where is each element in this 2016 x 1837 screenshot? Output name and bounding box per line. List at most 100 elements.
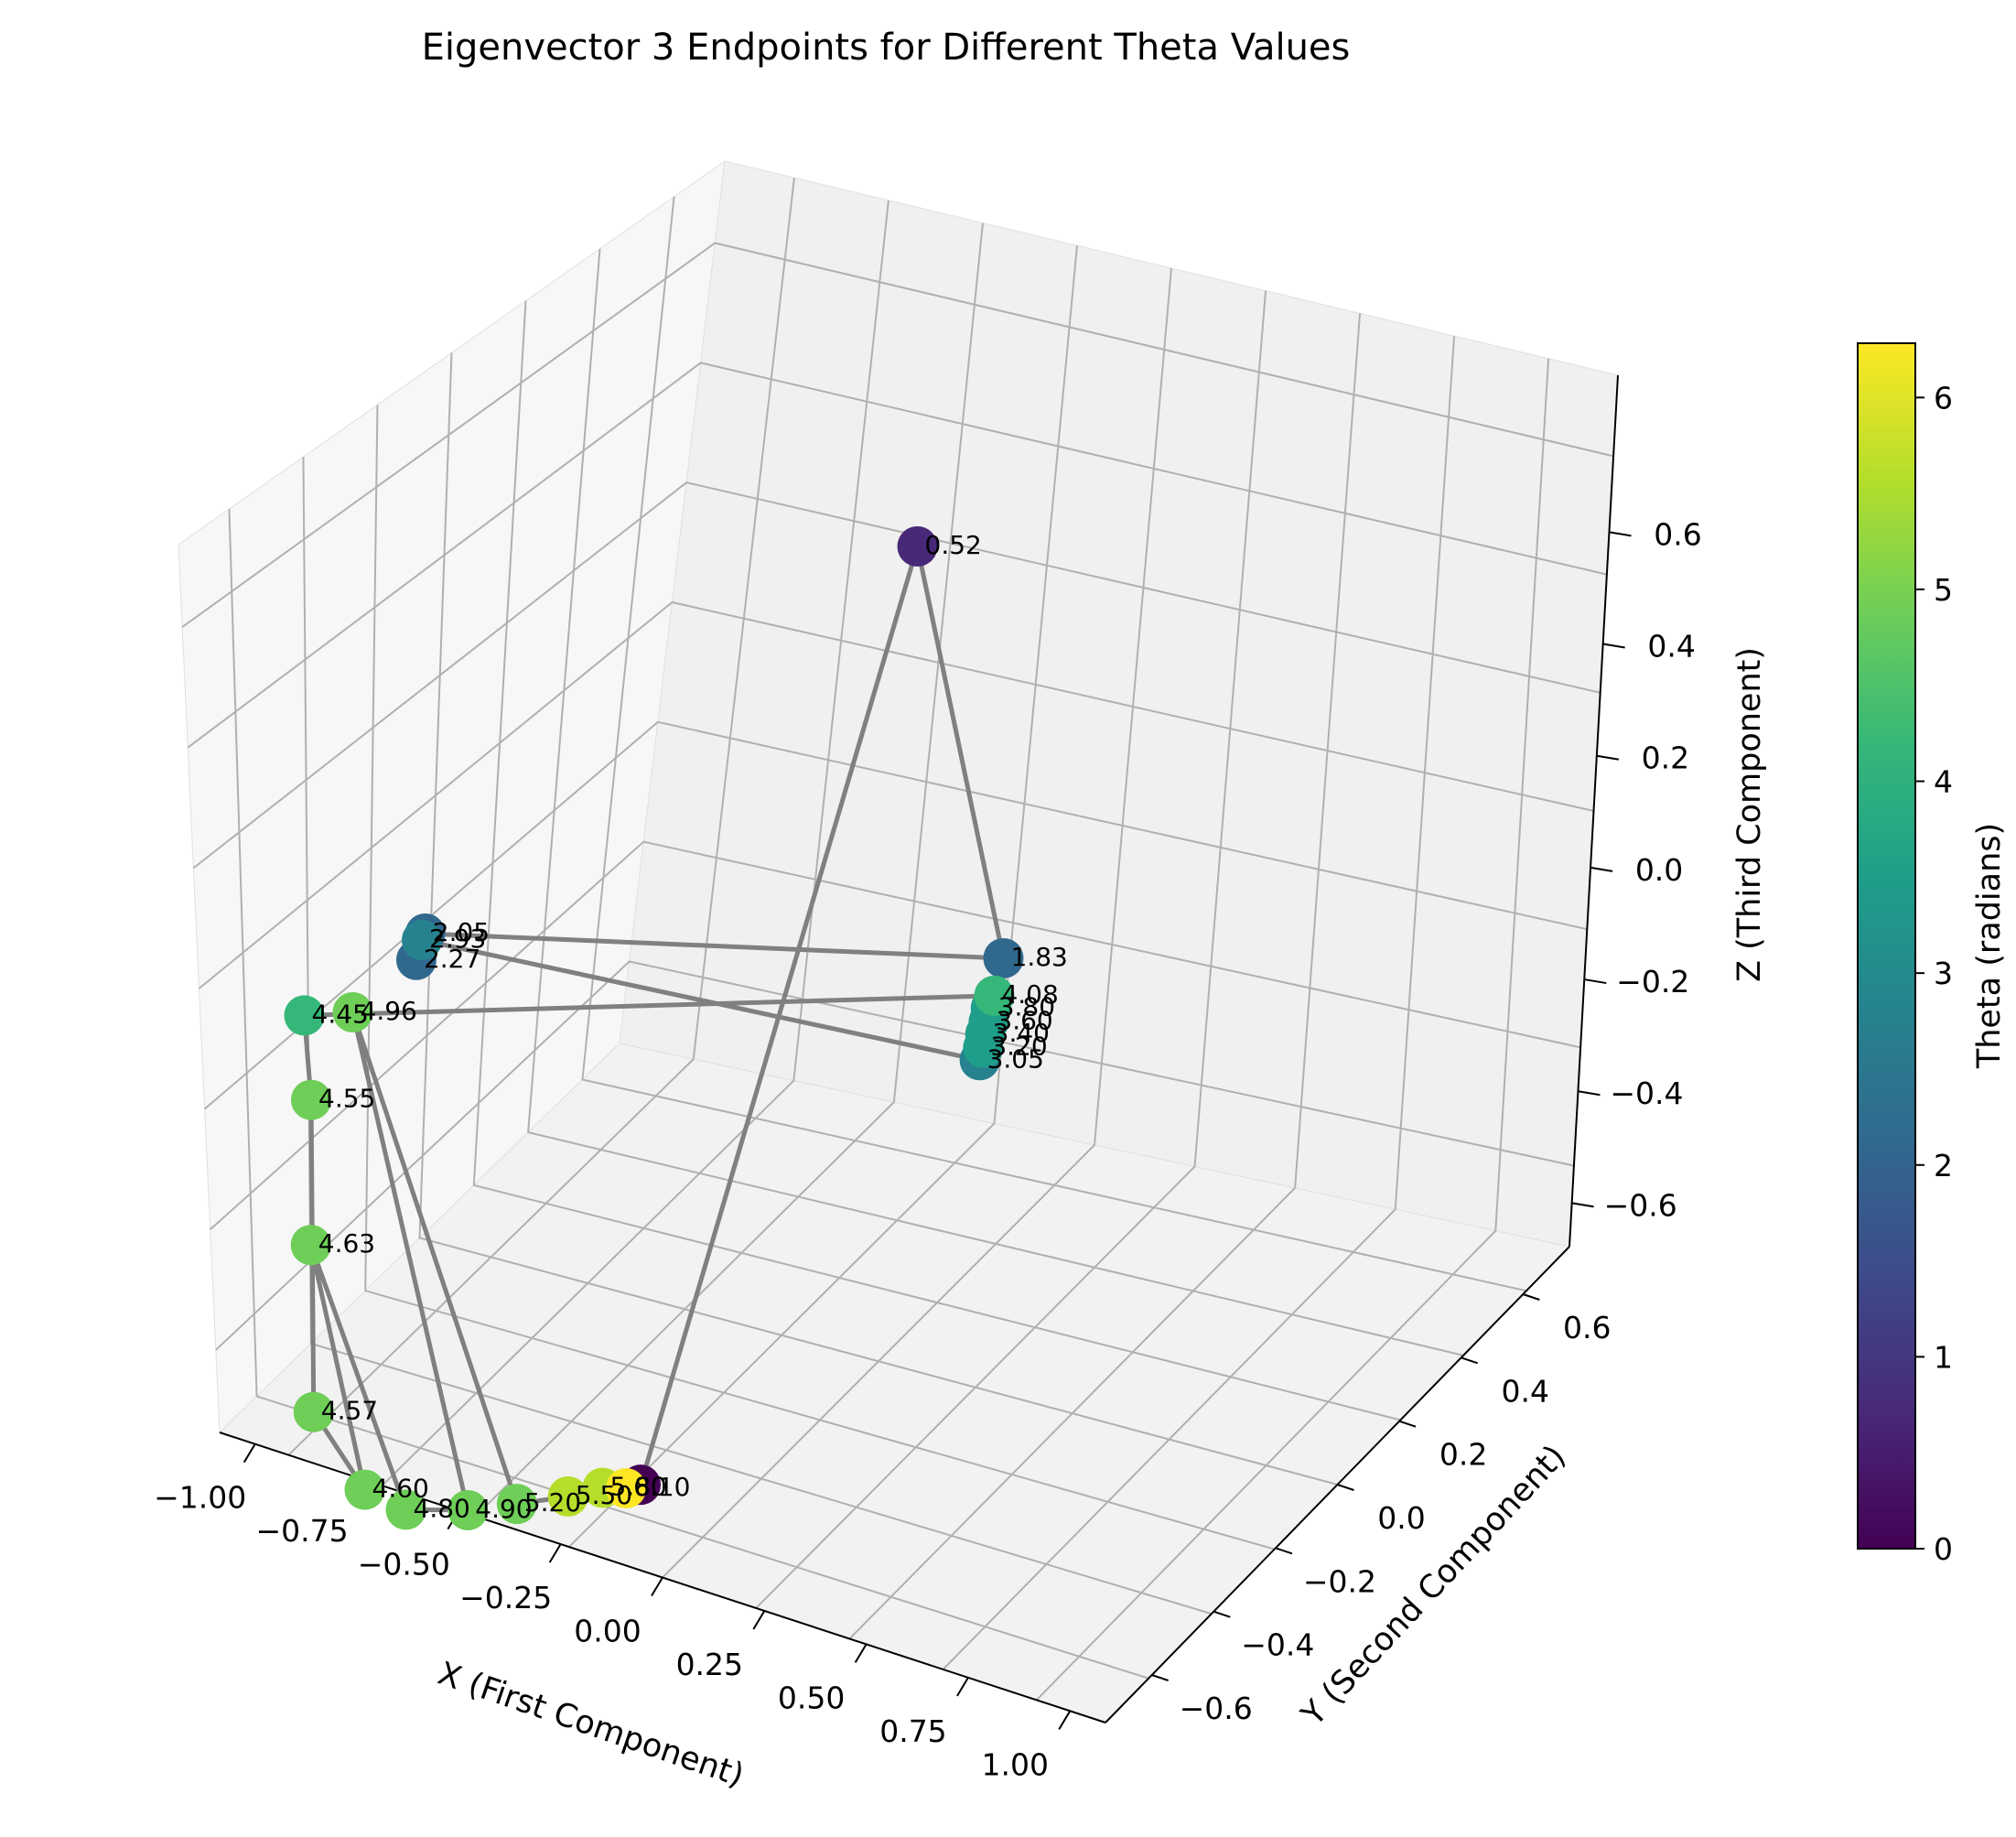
y-tick — [1213, 1610, 1231, 1618]
point-label: 5.20 — [524, 1487, 581, 1518]
colorbar-gradient — [1857, 342, 1916, 1550]
colorbar-ticks: 0 1 2 3 4 5 6 — [1915, 380, 1953, 1567]
data-point — [496, 1484, 537, 1525]
point-label: 3.80 — [998, 992, 1055, 1022]
x-tick-label: −0.75 — [255, 1513, 348, 1549]
point-label: 3.40 — [993, 1018, 1050, 1048]
z-gridline — [210, 840, 1581, 1231]
point-label: 4.80 — [414, 1493, 470, 1523]
point-labels: 0.52 1.83 2.052.272.93 3.053.203.403.603.80… — [312, 530, 1068, 1524]
y-gridline — [364, 405, 1275, 1551]
point-label: 0.52 — [925, 530, 982, 560]
x-tick-label: 1.00 — [982, 1746, 1049, 1782]
x-gridline — [662, 267, 1172, 1579]
x-gridline — [1035, 358, 1550, 1702]
data-point — [974, 975, 1015, 1016]
x-tick-label: 0.25 — [676, 1647, 743, 1682]
point-label: 4.57 — [321, 1396, 378, 1426]
point-label: 2.27 — [424, 944, 480, 974]
y-tick — [1461, 1356, 1479, 1365]
colorbar-tick-label: 3 — [1934, 956, 1953, 991]
y-gridline — [418, 352, 1338, 1486]
y-tick-label: −0.6 — [1180, 1691, 1253, 1726]
data-point — [385, 1489, 426, 1530]
x-tick-label: −0.25 — [459, 1580, 552, 1615]
y-tick-label: 0.2 — [1439, 1437, 1487, 1473]
z-tick-label: −0.6 — [1604, 1187, 1677, 1223]
z-tick — [1584, 978, 1607, 985]
y-gridline — [228, 509, 1149, 1680]
z-tick-label: 0.0 — [1635, 852, 1683, 888]
z-axis-line — [1569, 374, 1619, 1248]
point-label: 2.05 — [433, 917, 490, 947]
x-gridline — [848, 313, 1362, 1640]
point-label: 3.20 — [990, 1032, 1047, 1062]
point-label: 5.80 — [610, 1471, 667, 1501]
tick-marks: −1.00−0.75 −0.50 −0.25 0.00 0.25 0.50 0.75 1.00… — [154, 516, 1702, 1782]
y-tick — [1522, 1293, 1540, 1301]
colorbar-label: Theta (radians) — [1971, 823, 2008, 1069]
point-label: 3.05 — [987, 1043, 1044, 1074]
z-tick-label: 0.6 — [1654, 516, 1701, 552]
x-tick — [1058, 1710, 1072, 1730]
z-tick — [1596, 754, 1620, 761]
y-tick-label: −0.2 — [1303, 1563, 1376, 1599]
y-tick-label: 0.4 — [1501, 1373, 1548, 1409]
colorbar-tick-label: 4 — [1934, 764, 1953, 800]
y-gridline — [527, 248, 1464, 1356]
data-point — [897, 526, 938, 567]
gridlines — [181, 178, 1614, 1702]
z-gridline — [198, 600, 1594, 989]
colorbar: 0 1 2 3 4 5 6 Theta (radians) — [1857, 342, 2008, 1567]
z-gridline — [187, 362, 1608, 749]
line-segment — [350, 1011, 470, 1511]
x-gridline — [474, 222, 984, 1518]
y-tick — [1337, 1484, 1354, 1491]
point-label: 4.63 — [318, 1228, 375, 1259]
point-label: 4.08 — [1001, 979, 1058, 1010]
x-tick-label: 0.00 — [574, 1614, 641, 1649]
colorbar-tick-label: 1 — [1934, 1339, 1953, 1375]
z-tick-label: 0.2 — [1642, 740, 1689, 776]
data-point — [447, 1489, 489, 1530]
y-tick-label: −0.4 — [1241, 1627, 1314, 1663]
data-point — [983, 937, 1024, 978]
x-tick — [548, 1543, 562, 1563]
x-tick — [854, 1643, 868, 1663]
line-segment — [421, 937, 981, 1063]
z-gridline — [181, 242, 1614, 628]
x-tick — [651, 1576, 663, 1597]
x-tick — [956, 1677, 969, 1697]
point-label: 4.90 — [475, 1494, 532, 1524]
data-point — [344, 1469, 385, 1510]
line-segment — [304, 993, 995, 1018]
y-tick — [1151, 1674, 1170, 1681]
data-point — [291, 1079, 331, 1120]
y-tick-label: 0.6 — [1563, 1310, 1611, 1345]
z-gridline — [215, 960, 1575, 1351]
colorbar-tick-label: 6 — [1934, 380, 1953, 416]
y-tick-label: 0.0 — [1377, 1500, 1425, 1536]
x-tick-label: −1.00 — [154, 1480, 246, 1516]
data-point — [332, 992, 373, 1032]
x-gridline — [942, 336, 1456, 1670]
data-point — [284, 995, 325, 1036]
z-axis-label: Z (Third Component) — [1731, 647, 1768, 982]
point-label: 2.93 — [429, 924, 486, 954]
z-gridline — [203, 720, 1588, 1110]
x-tick-label: 0.75 — [879, 1713, 946, 1749]
z-tick-label: −0.4 — [1610, 1075, 1683, 1111]
point-label: 4.55 — [318, 1084, 375, 1114]
z-tick-label: −0.2 — [1616, 964, 1689, 1000]
data-point — [547, 1476, 588, 1517]
x-tick-label: 0.50 — [778, 1680, 845, 1715]
colorbar-tick-label: 0 — [1934, 1531, 1953, 1567]
y-tick — [1275, 1547, 1293, 1555]
x-gridline — [381, 200, 889, 1486]
line-segment — [308, 1244, 367, 1491]
colorbar-tick-label: 2 — [1934, 1148, 1953, 1183]
data-point — [606, 1468, 647, 1509]
y-gridline — [581, 196, 1527, 1292]
